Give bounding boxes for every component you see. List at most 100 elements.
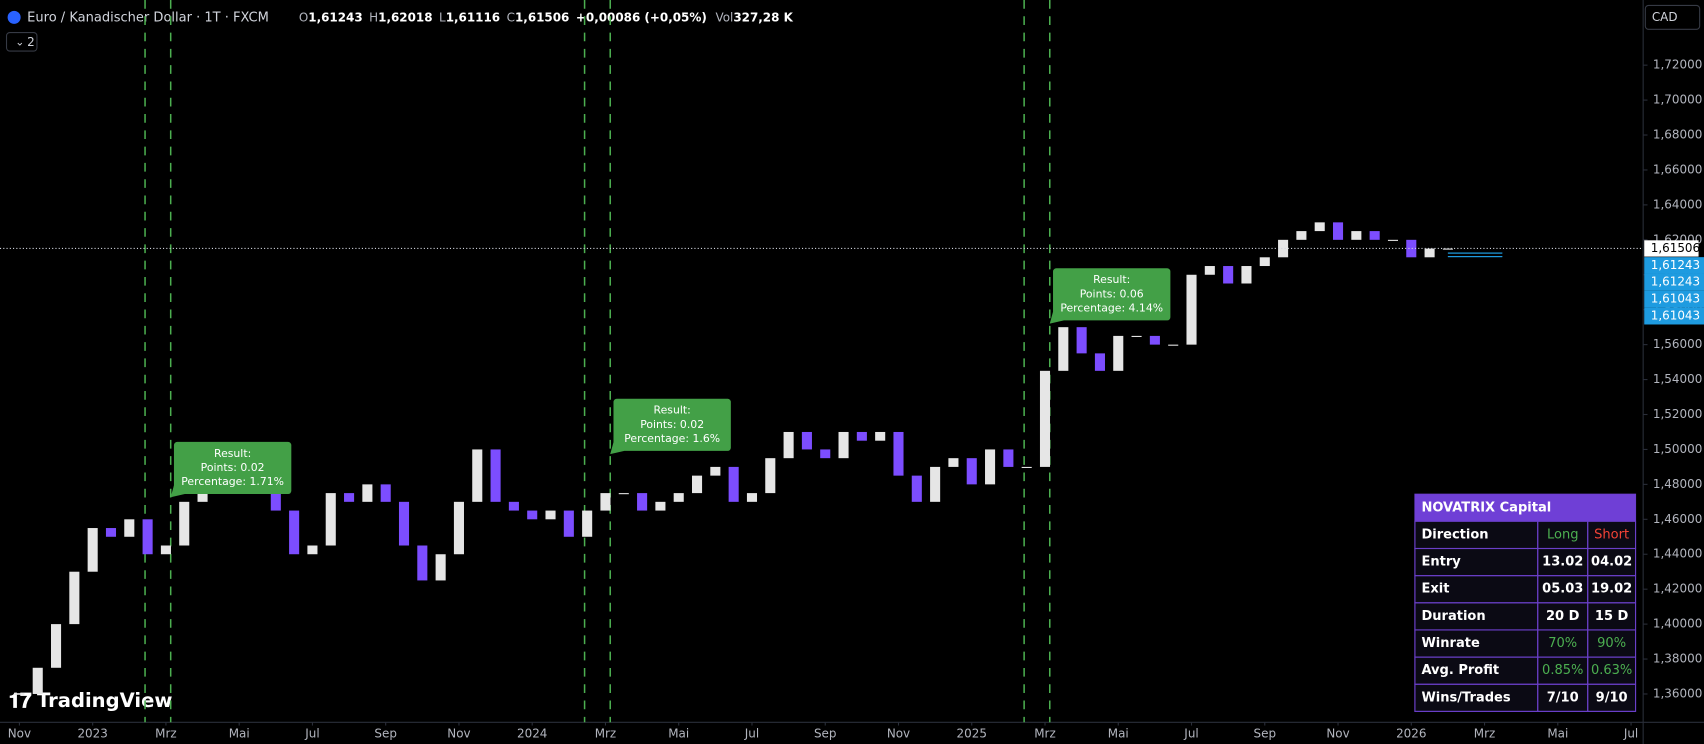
table-text: 7/10 (1547, 690, 1579, 705)
candle (142, 519, 153, 555)
last-price-label: 1,61506 (1651, 241, 1700, 255)
x-tick-label: Jul (744, 727, 759, 741)
price-level-label: 1,61243 (1651, 258, 1700, 272)
y-tick-label: 1,52000 (1653, 407, 1702, 421)
table-text: 90% (1597, 636, 1626, 651)
x-tick-label: Nov (8, 727, 31, 741)
candle (728, 466, 739, 502)
currency-button[interactable] (1644, 4, 1701, 30)
price-level-box (1644, 307, 1704, 325)
annotation-text: Result: (214, 447, 251, 460)
candle (966, 458, 977, 485)
candle (948, 458, 959, 467)
candle (105, 528, 117, 537)
candle (1039, 370, 1051, 467)
candle (783, 431, 794, 459)
table-title: NOVATRIX Capital (1421, 500, 1551, 515)
currency-label[interactable]: CAD (1652, 10, 1678, 24)
candle (527, 510, 538, 520)
candle (307, 545, 318, 555)
table-text: 19.02 (1591, 582, 1632, 597)
annotation-text: Result: (654, 404, 691, 417)
candle (563, 510, 574, 537)
x-tick-label: Mrz (1034, 727, 1055, 741)
table-text: 0.63% (1591, 663, 1632, 678)
candle (838, 431, 849, 459)
candle (637, 493, 648, 511)
candle (179, 501, 190, 546)
candle (691, 475, 703, 494)
x-tick-label: Jul (1183, 727, 1198, 741)
candle (746, 493, 758, 502)
annotation-box (1053, 268, 1171, 321)
y-tick-label: 1,50000 (1653, 442, 1702, 456)
x-tick-label: Mai (229, 727, 250, 741)
candle (1113, 335, 1124, 371)
candle (1076, 327, 1087, 354)
volume-value: 327,28 K (733, 10, 793, 24)
candle (618, 493, 629, 495)
annotation-box (613, 398, 731, 451)
candle (930, 466, 941, 502)
candle (1003, 449, 1014, 467)
indicator-chevron: ⌄ (15, 35, 24, 48)
logo: TradingView (37, 689, 172, 712)
candle (69, 571, 80, 625)
annotation-text: Points: 0.06 (1080, 287, 1144, 300)
candle (985, 449, 996, 485)
x-tick-label: Mrz (1474, 727, 1495, 741)
annotation-text: Percentage: 1.6% (624, 432, 720, 445)
candle (655, 501, 666, 511)
candle (1149, 335, 1160, 345)
candle (875, 431, 886, 441)
indicator-toggle[interactable] (5, 32, 38, 52)
annotation-text: Points: 0.02 (640, 418, 704, 431)
x-tick-label: Sep (814, 727, 837, 741)
annotation-text: Percentage: 1.71% (181, 475, 284, 488)
last-price-box (1644, 240, 1699, 257)
y-tick-label: 1,66000 (1653, 162, 1702, 176)
x-tick-label: 2025 (957, 727, 987, 741)
candle (325, 493, 336, 546)
candle (270, 484, 281, 511)
candle (1424, 248, 1435, 258)
ohlc-value: 1,61506 (515, 10, 569, 24)
table-text: 13.02 (1542, 555, 1583, 570)
y-tick-label: 1,54000 (1653, 372, 1702, 386)
candle (1406, 239, 1417, 258)
candle (856, 431, 867, 441)
y-tick-label: 1,72000 (1653, 58, 1702, 72)
symbol-icon (7, 10, 21, 24)
candle (673, 493, 684, 502)
table-text: 9/10 (1596, 690, 1628, 705)
change: +0,00086 (+0,05%) (576, 10, 707, 24)
indicator-count[interactable]: 2 (27, 35, 35, 49)
x-tick-label: Mai (668, 727, 689, 741)
candle (1204, 266, 1215, 275)
candle (600, 493, 611, 511)
table-text: Winrate (1421, 636, 1480, 651)
annotation-text: Result: (1093, 273, 1130, 286)
x-tick-label: Mrz (595, 727, 616, 741)
y-tick-label: 1,36000 (1653, 686, 1702, 700)
candle (1369, 231, 1380, 240)
candle (1351, 231, 1362, 240)
candle (893, 431, 904, 476)
candle (801, 431, 812, 450)
y-tick-label: 1,56000 (1653, 337, 1702, 351)
y-tick-label: 1,44000 (1653, 547, 1702, 561)
candle (765, 458, 776, 494)
candle (1241, 266, 1252, 284)
candle (32, 667, 43, 694)
candle (289, 510, 300, 555)
candle (1278, 239, 1289, 258)
candle (1442, 248, 1453, 250)
table-text: Direction (1421, 527, 1488, 542)
ohlc-label: C (507, 10, 515, 24)
candle (1094, 353, 1105, 371)
x-tick-label: Jul (304, 727, 319, 741)
y-tick-label: 1,38000 (1653, 652, 1702, 666)
candle (1168, 344, 1179, 346)
x-tick-label: Mai (1108, 727, 1129, 741)
